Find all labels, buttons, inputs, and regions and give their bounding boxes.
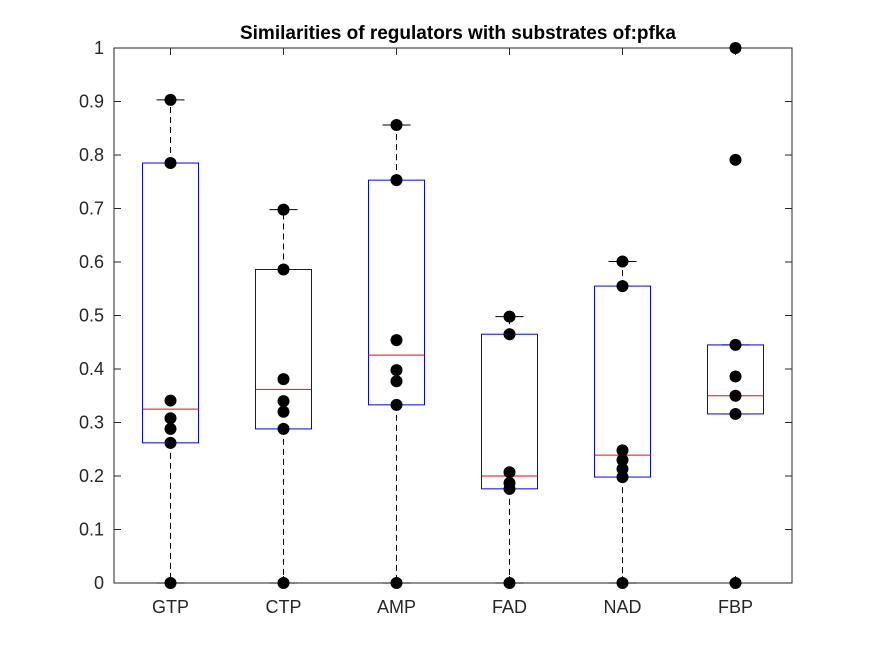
axes-frame	[113, 47, 793, 584]
data-point	[164, 422, 177, 435]
data-point	[390, 577, 403, 589]
box-nad	[594, 255, 651, 589]
data-point	[729, 370, 742, 383]
data-point	[729, 389, 742, 402]
x-tick-label: GTP	[152, 597, 189, 617]
data-point	[503, 328, 516, 341]
data-point	[503, 476, 516, 489]
data-point	[503, 466, 516, 479]
x-tick-label: CTP	[266, 597, 302, 617]
y-tick-label: 1	[94, 38, 104, 58]
y-tick-label: 0.9	[79, 92, 104, 112]
x-tick-label: FAD	[492, 597, 527, 617]
data-point	[503, 577, 516, 589]
y-tick-label: 0.3	[79, 413, 104, 433]
data-point	[390, 174, 403, 187]
data-point	[277, 263, 290, 276]
x-tick-label: FBP	[718, 597, 753, 617]
data-point	[616, 453, 629, 466]
x-tick-label: NAD	[603, 597, 641, 617]
data-point	[390, 398, 403, 411]
data-point	[729, 577, 742, 589]
box-ctp	[255, 203, 312, 589]
data-point	[164, 93, 177, 106]
data-point	[164, 577, 177, 589]
data-point	[390, 364, 403, 377]
data-point	[390, 119, 403, 132]
data-point	[729, 42, 742, 54]
y-tick-label: 0.7	[79, 199, 104, 219]
y-tick-label: 0.8	[79, 145, 104, 165]
box-fad	[481, 310, 538, 589]
data-point	[277, 395, 290, 408]
data-point	[616, 444, 629, 457]
data-point	[616, 577, 629, 589]
data-point	[616, 463, 629, 476]
y-tick-label: 0.4	[79, 359, 104, 379]
data-point	[729, 407, 742, 420]
box-gtp	[142, 93, 199, 589]
x-tick-label: AMP	[377, 597, 416, 617]
data-point	[729, 338, 742, 351]
chart-title: Similarities of regulators with substrat…	[240, 23, 676, 44]
y-tick-label: 0.6	[79, 252, 104, 272]
data-point	[164, 394, 177, 407]
iqr-box	[481, 333, 538, 490]
data-point	[164, 436, 177, 449]
data-point	[164, 157, 177, 170]
data-point	[164, 412, 177, 425]
data-point	[277, 203, 290, 216]
data-point	[729, 153, 742, 166]
y-tick-label: 0	[94, 573, 104, 593]
data-point	[277, 405, 290, 418]
y-tick-label: 0.5	[79, 306, 104, 326]
y-tick-label: 0.2	[79, 466, 104, 486]
data-point	[616, 255, 629, 268]
data-point	[616, 280, 629, 293]
y-tick-label: 0.1	[79, 520, 104, 540]
data-point	[503, 310, 516, 323]
box-amp	[368, 119, 425, 589]
data-point	[277, 422, 290, 435]
box-fbp	[707, 42, 764, 589]
data-point	[390, 334, 403, 347]
data-point	[390, 375, 403, 388]
data-point	[277, 577, 290, 589]
plot-area: 0 0.1 0.2 0.3 0.4 0.5 0.6 0.7 0.8 0.9 1 GTP CTP AMP FA…	[79, 38, 793, 617]
data-point	[277, 373, 290, 386]
